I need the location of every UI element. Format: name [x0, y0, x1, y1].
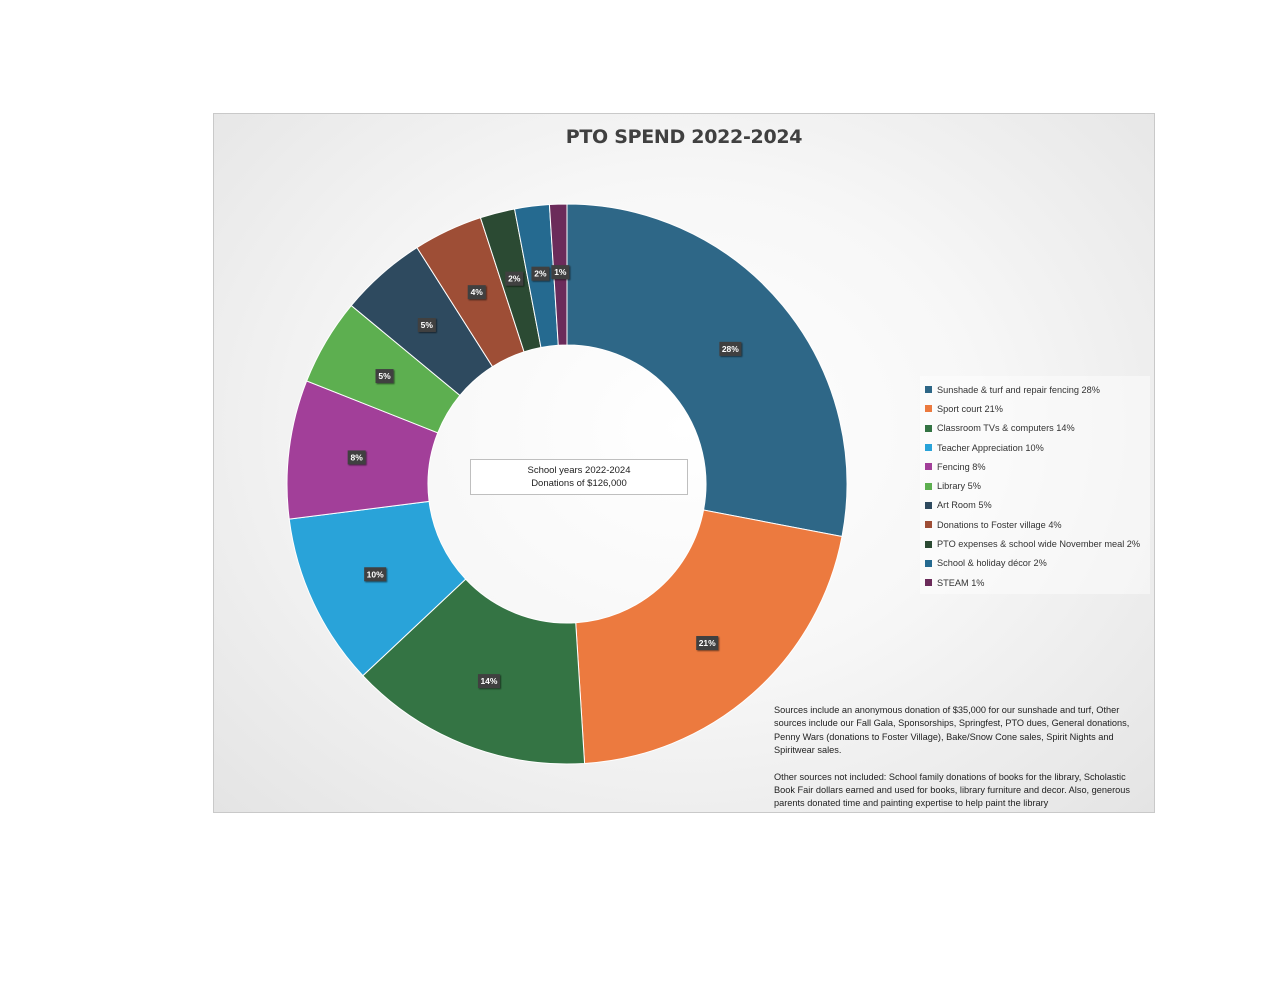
data-label: 2% — [531, 266, 550, 281]
legend-swatch — [925, 444, 932, 452]
legend-item: Art Room 5% — [920, 496, 1150, 515]
data-label-text: 5% — [378, 371, 391, 381]
legend-swatch — [925, 540, 932, 548]
legend-label: STEAM 1% — [937, 577, 985, 588]
chart-area: PTO SPEND 2022-2024 28% 21% 14% 10% 8% 5% 5% 4%… — [213, 113, 1155, 813]
legend-item: PTO expenses & school wide November meal… — [920, 534, 1150, 553]
data-label: 2% — [505, 271, 524, 286]
legend-label: Donations to Foster village 4% — [937, 519, 1062, 530]
data-label-box — [505, 271, 524, 286]
data-label: 1% — [551, 265, 570, 280]
data-label-text: 21% — [699, 638, 716, 648]
data-label-box — [477, 674, 500, 689]
data-label-text: 28% — [722, 344, 739, 354]
center-text-line1: School years 2022-2024 — [527, 465, 631, 476]
data-label-box — [696, 636, 719, 651]
center-text-box: School years 2022-2024 Donations of $126… — [470, 459, 688, 495]
legend-item: Sunshade & turf and repair fencing 28% — [920, 380, 1150, 399]
chart-legend: Sunshade & turf and repair fencing 28% Sp… — [920, 376, 1150, 594]
legend-item: Classroom TVs & computers 14% — [920, 419, 1150, 438]
legend-swatch — [925, 521, 932, 529]
data-label: 5% — [375, 369, 394, 384]
data-label-box — [551, 265, 570, 280]
data-label: 28% — [719, 341, 742, 356]
data-label: 10% — [364, 567, 387, 582]
legend-label: Art Room 5% — [937, 500, 992, 511]
legend-item: Teacher Appreciation 10% — [920, 438, 1150, 457]
legend-label: Library 5% — [937, 481, 981, 492]
legend-swatch — [925, 405, 932, 413]
data-label: 4% — [467, 285, 486, 300]
legend-swatch — [925, 501, 932, 509]
data-label-box — [364, 567, 387, 582]
center-text-line2: Donations of $126,000 — [531, 478, 627, 489]
donut-slice — [362, 578, 586, 765]
data-label: 21% — [696, 636, 719, 651]
legend-label: PTO expenses & school wide November meal… — [937, 539, 1141, 550]
data-label-box — [417, 317, 436, 332]
data-label-text: 5% — [421, 320, 434, 330]
other-sources-paragraph: Other sources not included: School famil… — [774, 771, 1130, 809]
legend-label: Teacher Appreciation 10% — [937, 442, 1044, 453]
legend-item: Sport court 21% — [920, 399, 1150, 418]
data-label-text: 2% — [508, 274, 521, 284]
legend-swatch — [925, 579, 932, 587]
legend-label: Sunshade & turf and repair fencing 28% — [937, 384, 1100, 395]
data-label: 14% — [477, 674, 500, 689]
sources-paragraph: Sources include an anonymous donation of… — [774, 705, 1130, 756]
data-label-text: 10% — [367, 569, 384, 579]
legend-item: Library 5% — [920, 476, 1150, 495]
chart-title: PTO SPEND 2022-2024 — [565, 126, 803, 148]
legend-item: STEAM 1% — [920, 573, 1150, 592]
legend-label: Classroom TVs & computers 14% — [937, 423, 1075, 434]
data-label: 8% — [347, 450, 366, 465]
legend-item: Fencing 8% — [920, 457, 1150, 476]
data-label-box — [375, 369, 394, 384]
data-label-box — [531, 266, 550, 281]
legend-label: Fencing 8% — [937, 461, 986, 472]
legend-label: School & holiday décor 2% — [937, 558, 1047, 569]
data-label-text: 1% — [554, 267, 567, 277]
data-label-text: 8% — [351, 452, 364, 462]
data-label-box — [719, 341, 742, 356]
data-label: 5% — [417, 317, 436, 332]
legend-swatch — [925, 559, 932, 567]
data-label-box — [467, 285, 486, 300]
legend-item: School & holiday décor 2% — [920, 554, 1150, 573]
donut-chart: 28% 21% 14% 10% 8% 5% 5% 4% 2% 2% 1% — [286, 203, 848, 765]
legend-item: Donations to Foster village 4% — [920, 515, 1150, 534]
donut-slice — [566, 203, 848, 538]
data-label-text: 4% — [471, 287, 484, 297]
legend-swatch — [925, 424, 932, 432]
data-label-text: 14% — [480, 676, 497, 686]
legend-swatch — [925, 463, 932, 471]
sources-notes: Sources include an anonymous donation of… — [774, 704, 1146, 811]
legend-label: Sport court 21% — [937, 403, 1003, 414]
data-label-box — [347, 450, 366, 465]
legend-swatch — [925, 482, 932, 490]
legend-swatch — [925, 386, 932, 394]
data-label-text: 2% — [534, 269, 547, 279]
